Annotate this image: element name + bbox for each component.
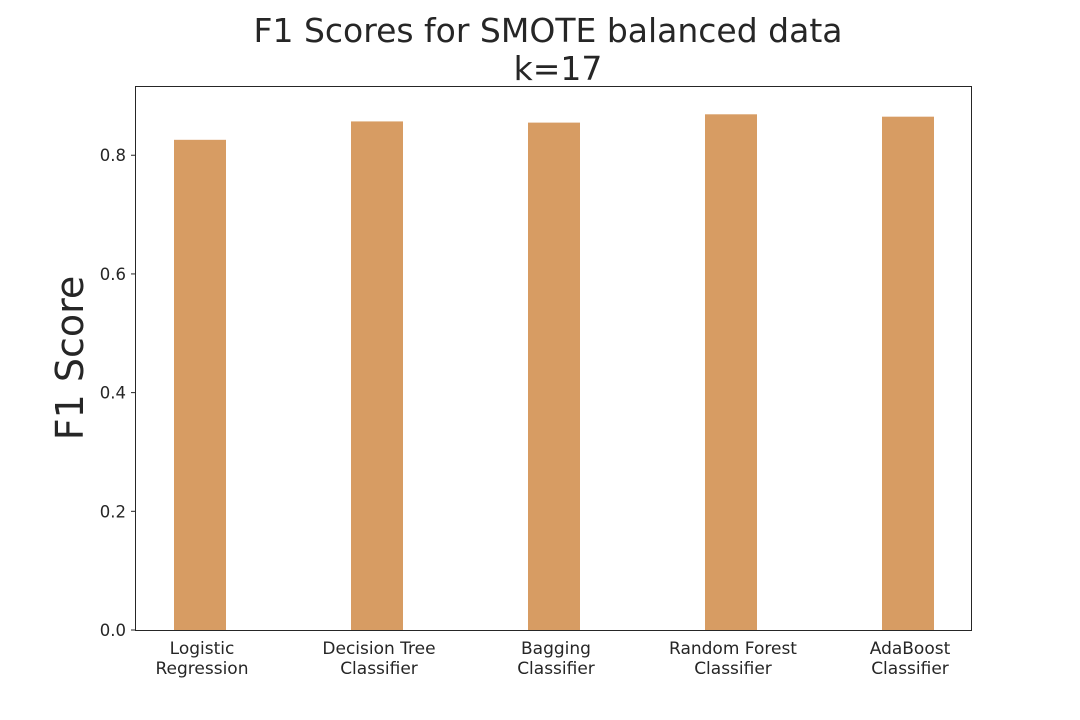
x-tick-label-3-line-0: Random Forest <box>669 639 797 659</box>
bar-4 <box>882 116 934 631</box>
bar-3 <box>705 114 757 631</box>
y-tick-label-4: 0.8 <box>100 146 126 165</box>
x-tick-label-4-line-1: Classifier <box>871 659 949 679</box>
x-tick-label-1-line-1: Classifier <box>340 659 418 679</box>
chart-title-line-2: k=17 <box>514 49 603 88</box>
bar-1 <box>351 121 403 630</box>
chart-title: F1 Scores for SMOTE balanced data k=17 <box>253 11 842 88</box>
x-tick-label-3-line-1: Classifier <box>694 659 772 679</box>
plot-frame <box>135 86 972 631</box>
y-tick-label-3: 0.6 <box>100 265 126 284</box>
x-tick-label-1-line-0: Decision Tree <box>322 639 435 659</box>
y-axis-label: F1 Score <box>48 276 92 441</box>
chart-title-line-1: F1 Scores for SMOTE balanced data <box>253 11 842 50</box>
bar-2 <box>528 122 580 630</box>
bar-0 <box>174 139 226 630</box>
x-tick-label-0-line-1: Regression <box>156 659 249 679</box>
x-tick-label-4-line-0: AdaBoost <box>870 639 951 659</box>
y-ticks-group: 0.0 0.2 0.4 0.6 0.8 <box>100 146 136 640</box>
bars-group <box>174 114 934 631</box>
y-tick-label-1: 0.2 <box>100 502 126 521</box>
x-tick-label-2-line-0: Bagging <box>521 639 591 659</box>
y-tick-label-2: 0.4 <box>100 384 126 403</box>
x-tick-label-2-line-1: Classifier <box>517 659 595 679</box>
y-tick-label-0: 0.0 <box>100 621 126 640</box>
x-tick-label-0-line-0: Logistic <box>170 639 235 659</box>
